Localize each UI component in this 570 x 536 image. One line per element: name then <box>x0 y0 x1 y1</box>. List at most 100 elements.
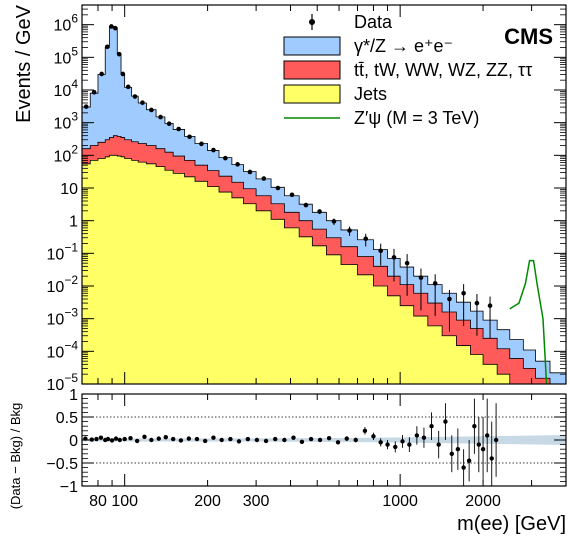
main-panel-frame <box>81 4 567 385</box>
ratio-uncertainty-band <box>82 434 566 446</box>
ratio-panel-axes: 80 100 200 300 1000 2000 1 0.5 0 −0.5 −1 <box>46 387 567 510</box>
ratio-point <box>149 437 154 443</box>
ratio-point <box>344 436 349 441</box>
ratio-point <box>163 435 168 440</box>
ratio-point <box>378 440 383 445</box>
ratio-point <box>117 437 122 443</box>
signal-curve <box>509 259 548 384</box>
data-point <box>166 121 172 126</box>
legend-label: Z′ψ (M = 3 TeV) <box>354 108 479 128</box>
ratio-point <box>362 428 368 433</box>
ratio-y-tick-label: 1 <box>69 387 78 404</box>
ratio-point <box>407 442 412 447</box>
ratio-point <box>326 435 332 441</box>
ratio-point <box>393 444 398 450</box>
ratio-point <box>317 437 323 443</box>
data-point <box>432 281 438 286</box>
ratio-point <box>211 435 216 440</box>
ratio-point <box>308 436 314 442</box>
y-tick-label: 102 <box>54 142 79 165</box>
ratio-point <box>194 436 200 442</box>
ratio-point <box>436 442 441 447</box>
data-point <box>363 236 369 242</box>
ratio-point <box>156 436 161 441</box>
x-axis-title: m(ee) [GeV] <box>457 513 566 535</box>
ratio-point <box>335 440 341 445</box>
ratio-point <box>353 437 358 443</box>
ratio-point <box>186 436 192 441</box>
legend-swatch <box>283 36 341 56</box>
data-point <box>187 134 192 140</box>
legend-label: Jets <box>354 84 387 104</box>
ratio-point <box>202 438 208 444</box>
legend-swatch <box>283 84 341 104</box>
main-y-axis-title: Events / GeV <box>13 4 35 122</box>
ratio-y-axis-title: (Data − Bkg) / Bkg <box>8 403 23 510</box>
ratio-point <box>476 442 482 447</box>
data-point <box>83 104 89 109</box>
legend-swatch <box>283 60 341 80</box>
ratio-y-tick-label: −1 <box>60 479 78 496</box>
ratio-point <box>170 436 176 442</box>
data-point <box>474 300 480 306</box>
ratio-point <box>455 447 461 452</box>
ratio-point <box>282 437 287 443</box>
y-tick-label: 10−5 <box>47 371 79 394</box>
data-points-group <box>83 24 493 339</box>
ratio-point <box>98 435 104 440</box>
ratio-point <box>489 456 494 461</box>
main-panel-stack <box>82 25 566 384</box>
y-tick-label: 104 <box>54 77 79 100</box>
ratio-point <box>142 434 147 439</box>
y-tick-label: 10−4 <box>47 338 79 361</box>
ratio-point <box>254 437 260 443</box>
ratio-point <box>484 433 490 438</box>
data-point <box>235 162 240 167</box>
x-tick-label: 200 <box>194 493 221 510</box>
ratio-points-group <box>83 398 499 486</box>
ratio-point <box>299 439 305 445</box>
data-point <box>125 84 131 90</box>
ratio-point <box>414 433 420 438</box>
y-tick-label: 10−3 <box>47 306 79 329</box>
ratio-y-tick-label: 0 <box>69 433 78 450</box>
x-tick-label: 300 <box>243 493 270 510</box>
ratio-point <box>371 434 376 439</box>
ratio-point <box>429 424 434 429</box>
legend: Data γ*/Z → e⁺e⁻ tt̄, tW, WW, WZ, ZZ, ττ Je… <box>283 12 532 128</box>
data-point <box>105 44 110 50</box>
y-tick-label: 1 <box>69 214 78 231</box>
data-point <box>378 248 384 254</box>
data-point <box>404 260 410 266</box>
data-point <box>113 25 118 31</box>
data-point <box>247 169 253 175</box>
ratio-point <box>400 439 405 444</box>
ratio-y-tick-label: −0.5 <box>46 456 78 473</box>
ratio-point <box>480 447 486 452</box>
legend-label: γ*/Z → e⁺e⁻ <box>354 36 453 56</box>
y-tick-label: 10 <box>60 181 78 198</box>
ratio-point <box>449 451 455 456</box>
data-point <box>487 303 493 308</box>
ratio-point <box>228 436 233 442</box>
data-point <box>211 147 216 153</box>
data-point <box>149 107 154 113</box>
ratio-point <box>461 465 466 470</box>
x-tick-label: 100 <box>111 493 138 510</box>
data-point <box>91 90 97 95</box>
ratio-point <box>493 437 499 443</box>
ratio-point <box>236 439 242 444</box>
ratio-point <box>443 419 448 424</box>
data-point <box>158 114 163 120</box>
ratio-point <box>178 438 184 443</box>
x-tick-label: 80 <box>89 493 107 510</box>
data-point <box>132 94 138 99</box>
y-tick-label: 10−1 <box>47 240 79 263</box>
data-point <box>109 24 114 29</box>
data-point <box>140 100 145 105</box>
uncertainty-band <box>82 434 566 446</box>
ratio-point <box>122 436 127 442</box>
data-point <box>461 290 466 296</box>
data-point <box>289 192 295 198</box>
